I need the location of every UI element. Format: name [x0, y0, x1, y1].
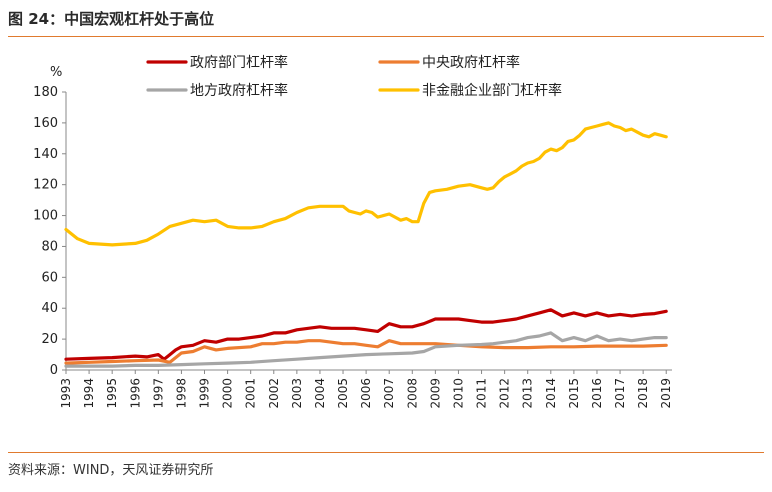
x-tick-label: 2009 [428, 378, 442, 409]
x-tick-label: 2016 [590, 378, 604, 409]
series-line-3 [64, 331, 668, 368]
x-tick-label: 2006 [359, 378, 373, 409]
y-axis-unit: % [50, 65, 62, 80]
x-tick-label: 2005 [336, 378, 350, 409]
y-tick-label: 20 [41, 332, 58, 347]
series-line-4 [64, 121, 668, 247]
x-tick-label: 2017 [613, 378, 627, 409]
legend-label-4: 非金融企业部门杠杆率 [422, 82, 562, 99]
y-tick-label: 40 [41, 301, 58, 316]
x-tick-label: 1998 [174, 378, 188, 409]
x-tick-label: 1995 [105, 378, 119, 409]
legend-label-1: 政府部门杠杆率 [190, 54, 288, 71]
legend-label-2: 中央政府杠杆率 [422, 54, 520, 71]
x-tick-label: 2011 [475, 378, 489, 409]
x-tick-label: 1993 [59, 378, 73, 409]
y-tick-label: 140 [33, 147, 58, 162]
x-tick-label: 2007 [382, 378, 396, 409]
x-tick-label: 1994 [82, 378, 96, 409]
y-tick-label: 180 [33, 85, 58, 100]
y-tick-label: 160 [33, 116, 58, 131]
x-tick-label: 1996 [128, 378, 142, 409]
series-line-1 [64, 308, 668, 361]
x-tick-label: 2000 [221, 378, 235, 409]
x-tick-label: 2003 [290, 378, 304, 409]
x-tick-label: 1999 [198, 378, 212, 409]
y-tick-label: 60 [41, 270, 58, 285]
x-tick-label: 2002 [267, 378, 281, 409]
y-tick-label: 0 [50, 363, 58, 378]
x-tick-label: 2013 [521, 378, 535, 409]
x-tick-label: 2018 [636, 378, 650, 409]
bottom-rule [8, 452, 764, 453]
top-rule [8, 36, 764, 37]
y-tick-label: 100 [33, 209, 58, 224]
x-tick-label: 2001 [244, 378, 258, 409]
line-chart: 0 20 40 60 80 100 120 140 160 180% 1993 1994 1995 199… [33, 54, 673, 409]
x-tick-label: 2015 [567, 378, 581, 409]
figure-title: 图 24：中国宏观杠杆处于高位 [8, 10, 215, 28]
legend-label-3: 地方政府杠杆率 [190, 82, 288, 99]
series-line-2 [64, 339, 668, 365]
x-tick-label: 2014 [544, 378, 558, 409]
source-note: 资料来源：WIND，天风证券研究所 [8, 463, 214, 478]
x-tick-label: 2004 [313, 378, 327, 409]
y-tick-label: 120 [33, 178, 58, 193]
x-tick-label: 2019 [659, 378, 673, 409]
x-tick-label: 2008 [405, 378, 419, 409]
x-tick-label: 2010 [451, 378, 465, 409]
x-tick-label: 2012 [498, 378, 512, 409]
x-tick-label: 1997 [151, 378, 165, 409]
y-tick-label: 80 [41, 239, 58, 254]
